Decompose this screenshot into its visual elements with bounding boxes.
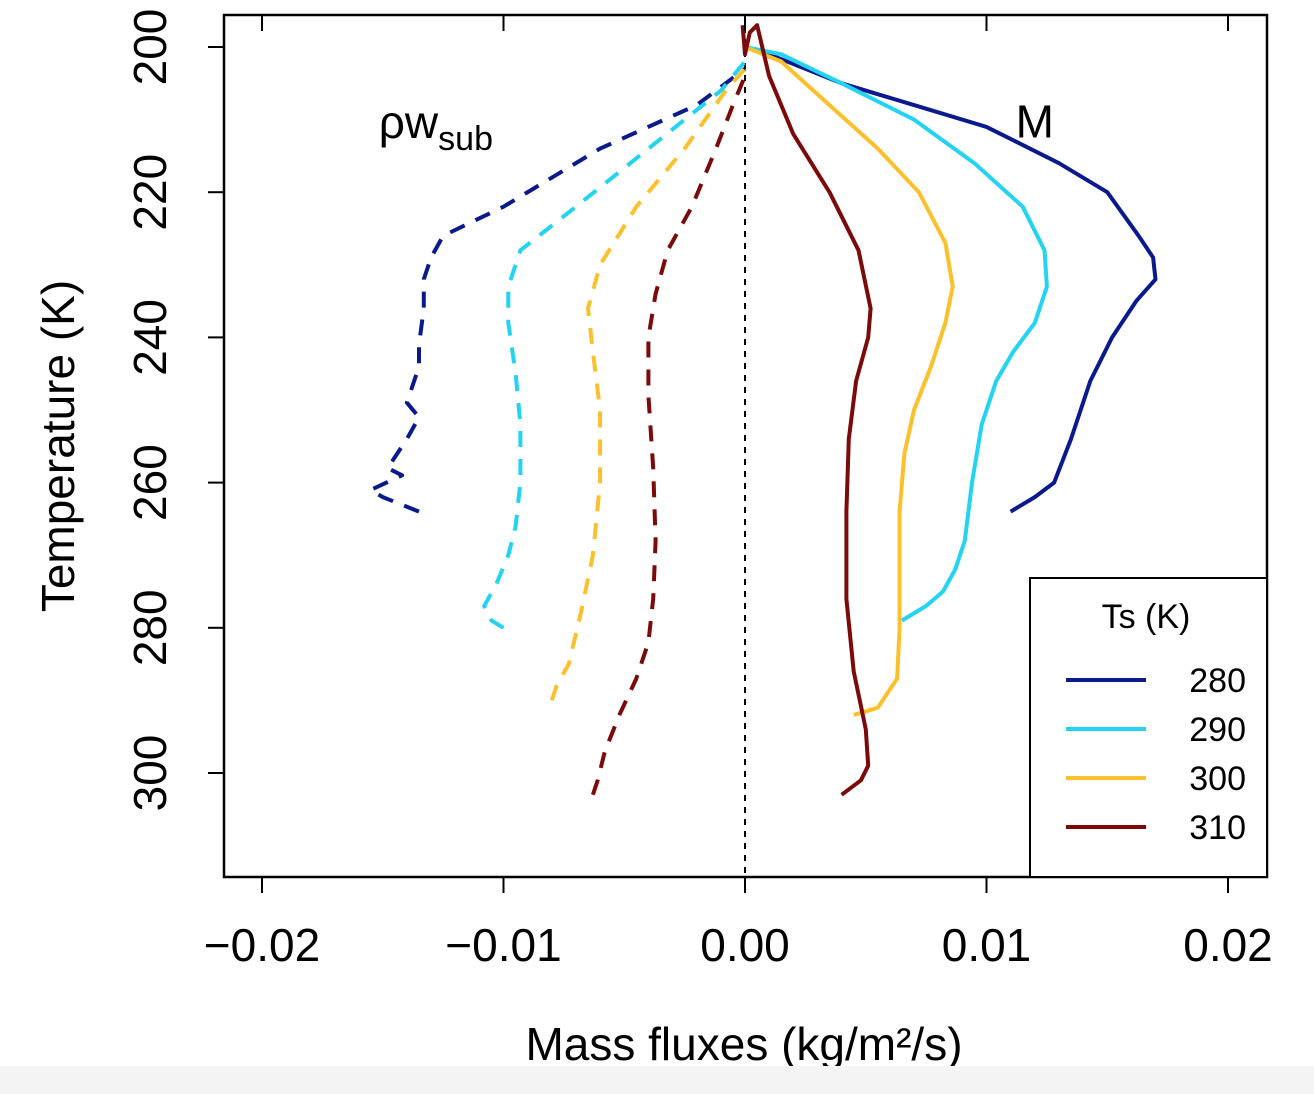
y-tick-label: 260 [124, 444, 176, 521]
legend-label-300: 300 [1189, 760, 1246, 798]
x-tick-label: −0.02 [204, 919, 320, 971]
series-line-rho-w-sub-280 [368, 67, 747, 514]
chart: −0.02 −0.01 0.00 0.01 0.02 200 220 240 260 280 30… [32, 9, 1273, 1066]
legend-entries: 280 290 300 310 [1066, 662, 1246, 847]
series-line-rho-w-sub-310 [591, 75, 747, 796]
x-tick-label: −0.01 [445, 919, 561, 971]
series-line-rho-w-sub-290 [482, 60, 747, 630]
annotation-rho-w-sub: ρwsub [379, 96, 493, 158]
series-line-M-300 [744, 45, 955, 717]
y-tick-label: 220 [124, 154, 176, 231]
legend-label-280: 280 [1189, 662, 1246, 700]
annotation-m: M [1016, 96, 1054, 148]
series-group [368, 23, 1158, 797]
legend: Ts (K) 280 290 300 310 [1029, 577, 1268, 878]
series-line-M-280 [744, 45, 1158, 514]
legend-label-310: 310 [1189, 809, 1246, 847]
legend-title: Ts (K) [1102, 598, 1191, 636]
series-line-M-310 [740, 23, 873, 797]
series-line-M-290 [744, 45, 1049, 623]
y-axis: 200 220 240 260 280 300 [124, 9, 224, 812]
y-axis-title: Temperature (K) [32, 280, 84, 612]
x-axis: −0.02 −0.01 0.00 0.01 0.02 [204, 15, 1273, 971]
x-axis-title: Mass fluxes (kg/m²/s) [525, 1018, 962, 1066]
y-tick-label: 300 [124, 735, 176, 812]
bottom-strip [0, 1066, 1314, 1094]
x-tick-label: 0.00 [700, 919, 790, 971]
y-tick-label: 200 [124, 9, 176, 86]
y-tick-label: 280 [124, 589, 176, 666]
x-tick-label: 0.02 [1183, 919, 1273, 971]
legend-label-290: 290 [1189, 711, 1246, 749]
x-tick-label: 0.01 [942, 919, 1032, 971]
y-tick-label: 240 [124, 299, 176, 376]
